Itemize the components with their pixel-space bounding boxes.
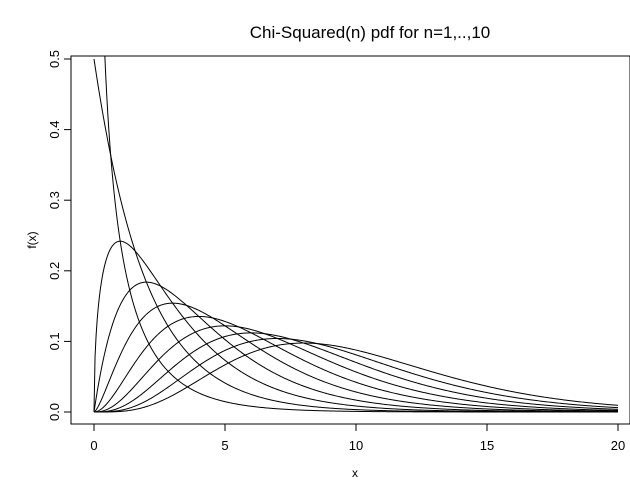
y-tick-label: 0.1 <box>47 332 62 350</box>
curve-n-9 <box>94 337 619 413</box>
curve-n-3 <box>93 240 618 413</box>
x-tick-label: 0 <box>90 438 97 453</box>
chart-title: Chi-Squared(n) pdf for n=1,..,10 <box>250 23 491 42</box>
x-tick-label: 5 <box>221 438 228 453</box>
curve-n-5 <box>93 302 619 413</box>
curve-n-10 <box>94 342 619 413</box>
y-tick-label: 0.0 <box>47 403 62 421</box>
x-axis-ticks: 0 5 10 15 20 <box>90 424 625 453</box>
x-tick-label: 20 <box>611 438 625 453</box>
y-tick-label: 0.5 <box>47 50 62 68</box>
x-axis-label: x <box>352 466 358 480</box>
x-tick-label: 15 <box>480 438 494 453</box>
x-tick-label: 10 <box>349 438 363 453</box>
y-tick-label: 0.4 <box>47 121 62 139</box>
curve-n-2 <box>93 58 618 413</box>
y-axis-ticks: 0.0 0.1 0.2 0.3 0.4 0.5 <box>47 50 71 421</box>
curve-n-7 <box>93 325 619 413</box>
curve-n-6 <box>93 315 619 413</box>
curves <box>93 56 619 413</box>
y-tick-label: 0.3 <box>47 191 62 209</box>
curve-n-8 <box>94 332 619 413</box>
y-axis-label: f(x) <box>25 231 39 248</box>
y-tick-label: 0.2 <box>47 262 62 280</box>
plot-frame <box>70 55 630 425</box>
curve-n-4 <box>93 281 618 413</box>
